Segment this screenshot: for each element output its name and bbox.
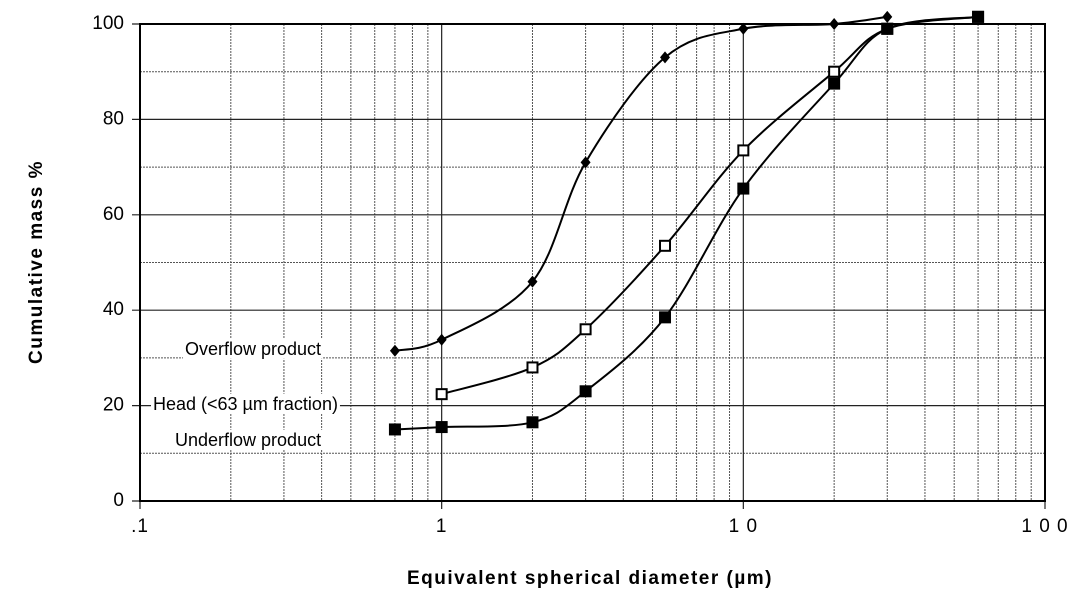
x-axis-title: Equivalent spherical diameter (µm) <box>407 568 773 589</box>
series-label-bg <box>173 429 324 450</box>
point <box>881 22 894 35</box>
series-label: Underflow product <box>175 430 321 450</box>
point <box>435 421 448 434</box>
point <box>737 144 750 157</box>
plot-frame <box>139 23 1046 502</box>
point <box>660 51 671 64</box>
point <box>659 311 672 324</box>
point <box>659 239 672 252</box>
y-tick-label: 80 <box>103 108 124 129</box>
point <box>389 344 400 357</box>
series-label-bg <box>151 393 340 414</box>
point <box>526 361 539 374</box>
y-tick-label: 20 <box>103 395 124 416</box>
x-tick-label: 1 0 0 <box>1021 516 1068 537</box>
series-label: Overflow product <box>185 339 321 359</box>
point <box>435 388 448 401</box>
x-tick-label: .1 <box>131 516 149 537</box>
y-tick-label: 0 <box>113 490 124 511</box>
point <box>388 423 401 436</box>
x-tick-label: 1 <box>436 516 448 537</box>
series-label-bg <box>183 338 324 359</box>
y-tick-label: 100 <box>92 13 124 34</box>
point <box>527 275 538 288</box>
point <box>972 10 985 23</box>
y-tick-label: 40 <box>103 299 124 320</box>
point <box>436 333 447 346</box>
y-axis-title: Cumulative mass % <box>26 160 47 364</box>
point <box>580 156 591 169</box>
point <box>829 18 840 30</box>
point <box>737 182 750 195</box>
point <box>579 323 592 336</box>
point <box>738 22 749 35</box>
series-line <box>441 15 979 396</box>
point <box>526 416 539 429</box>
point <box>579 385 592 398</box>
point <box>828 65 841 78</box>
series-line <box>394 15 888 352</box>
x-tick-label: 1 0 <box>729 516 758 537</box>
point <box>828 77 841 90</box>
y-tick-label: 60 <box>103 204 124 225</box>
series-label: Head (<63 µm fraction) <box>153 394 338 414</box>
point <box>882 10 893 23</box>
series-line <box>394 15 979 431</box>
